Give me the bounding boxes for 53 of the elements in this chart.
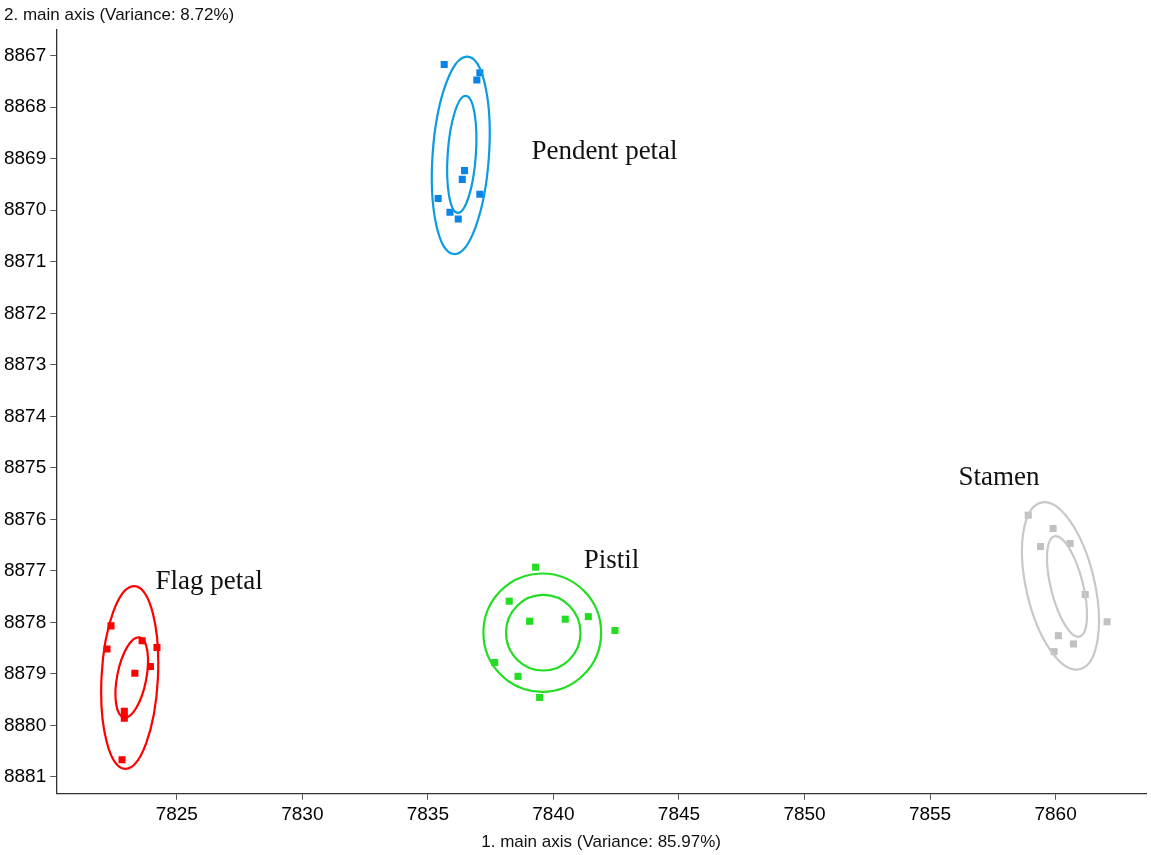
y-tick-label: 8868 — [3, 95, 47, 117]
y-tick-label: 8873 — [3, 353, 47, 375]
y-tick-label: 8867 — [3, 43, 47, 65]
y-tick-label: 8880 — [3, 713, 47, 735]
point — [611, 627, 619, 635]
point — [1054, 632, 1062, 640]
y-tick-label: 8869 — [3, 146, 47, 168]
point — [454, 215, 462, 223]
point — [526, 617, 534, 625]
x-tick-label: 7825 — [155, 803, 198, 825]
point — [434, 194, 442, 202]
y-tick-label: 8872 — [3, 301, 47, 323]
point — [461, 167, 469, 175]
y-tick-label: 8870 — [3, 198, 47, 220]
y-tick-label: 8878 — [3, 610, 47, 632]
point — [1069, 640, 1077, 648]
y-tick-label: 8871 — [3, 250, 47, 271]
point — [476, 190, 484, 198]
point — [120, 707, 128, 715]
annotation: Stamen — [958, 460, 1041, 491]
y-tick-label: 8875 — [3, 456, 47, 478]
y-tick-label: 8879 — [3, 662, 47, 684]
point — [1103, 618, 1111, 626]
point — [514, 672, 522, 680]
y-tick-label: 8874 — [3, 404, 47, 426]
point — [584, 613, 592, 621]
point — [536, 693, 544, 702]
point — [505, 597, 513, 605]
x-axis-title: 1. main axis (Variance: 85.97%) — [481, 832, 721, 852]
x-tick-label: 7845 — [657, 803, 701, 825]
point — [1049, 525, 1057, 533]
y-tick-label: 8877 — [3, 559, 47, 581]
y-axis-title: 2. main axis (Variance: 8.72%) — [4, 5, 235, 25]
x-tick-label: 7835 — [406, 803, 450, 825]
annotation: Pendent petal — [531, 134, 678, 165]
annotation: Pistil — [583, 543, 640, 574]
y-tick-label: 8881 — [3, 765, 47, 787]
x-tick-label: 7860 — [1034, 803, 1077, 825]
x-tick-label: 7840 — [532, 803, 575, 825]
annotation: Flag petal — [155, 565, 263, 596]
point — [561, 615, 569, 623]
point — [532, 563, 540, 571]
x-tick-label: 7850 — [783, 803, 826, 825]
point — [118, 756, 126, 764]
point — [458, 175, 466, 183]
point — [440, 60, 448, 69]
point — [473, 76, 481, 84]
x-tick-label: 7830 — [281, 803, 324, 825]
point — [1037, 543, 1045, 551]
point — [446, 208, 454, 216]
point — [131, 669, 139, 677]
x-tick-label: 7855 — [908, 803, 952, 825]
y-tick-label: 8876 — [3, 507, 47, 529]
